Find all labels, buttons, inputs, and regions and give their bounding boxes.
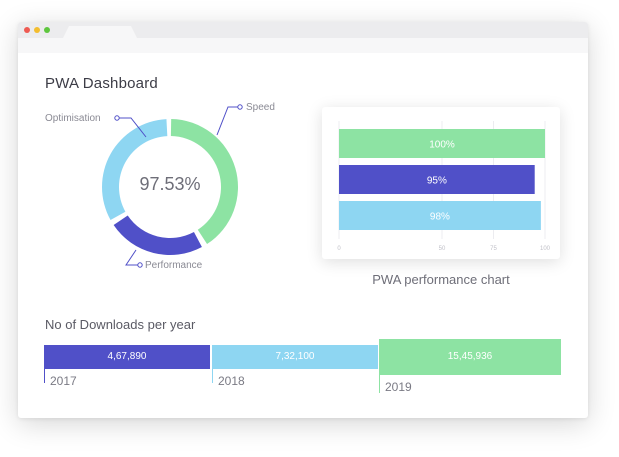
bar-performance: [339, 165, 535, 194]
donut-label-performance: Performance: [145, 260, 203, 271]
bar-speed: [339, 129, 545, 158]
title-bar: [18, 22, 588, 38]
downloads-year-2019: 2019: [385, 380, 412, 394]
leader-line-performance: [125, 249, 140, 266]
downloads-bar-2017: 4,67,890: [44, 345, 210, 369]
bar-optimisation: [339, 201, 541, 230]
x-tick-label: 50: [439, 246, 446, 252]
donut-center-value: 97.53%: [139, 174, 201, 194]
x-tick-label: 75: [490, 246, 497, 252]
performance-bar-chart: 100% 95% 98% 0 50 75 100: [337, 121, 551, 252]
leader-dot-optimisation: [114, 115, 120, 121]
leader-dot-speed: [237, 104, 243, 110]
browser-window: PWA Dashboard 97.53% Optimisation Speed …: [18, 22, 588, 418]
downloads-title: No of Downloads per year: [45, 317, 196, 332]
performance-chart-card: 100% 95% 98% 0 50 75 100: [322, 107, 560, 259]
performance-chart-caption: PWA performance chart: [372, 272, 510, 287]
downloads-year-2017: 2017: [50, 374, 77, 388]
browser-tab[interactable]: [63, 26, 137, 38]
downloads-tick: [379, 375, 380, 393]
minimize-window-button[interactable]: [34, 27, 40, 33]
address-bar[interactable]: [18, 38, 588, 53]
leader-line-optimisation: [117, 117, 147, 138]
downloads-tick: [44, 369, 45, 383]
bar-label-speed: 100%: [429, 140, 455, 151]
maximize-window-button[interactable]: [44, 27, 50, 33]
leader-dot-performance: [137, 262, 143, 268]
downloads-bar-2019: 15,45,936: [379, 339, 561, 375]
x-tick-label: 100: [540, 246, 551, 252]
bar-label-performance: 95%: [427, 176, 447, 187]
donut-label-optimisation: Optimisation: [45, 113, 101, 124]
donut-segment-performance: [113, 215, 202, 256]
page-title: PWA Dashboard: [45, 75, 158, 92]
donut-segment-optimisation: [102, 119, 168, 220]
donut-label-speed: Speed: [246, 102, 275, 113]
downloads-tick: [212, 369, 213, 383]
downloads-year-2018: 2018: [218, 374, 245, 388]
close-window-button[interactable]: [24, 27, 30, 33]
downloads-bar-2018: 7,32,100: [212, 345, 378, 369]
leader-line-speed: [216, 106, 240, 136]
x-tick-label: 0: [337, 246, 341, 252]
bar-label-optimisation: 98%: [430, 212, 450, 223]
